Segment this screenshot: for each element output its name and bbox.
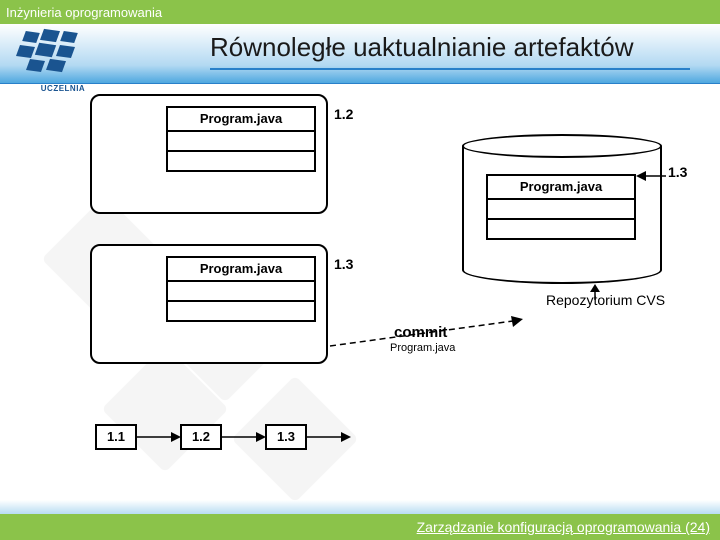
footer-text: Zarządzanie konfiguracją oprogramowania … [417, 519, 710, 535]
arrow-icon [588, 284, 602, 302]
card-adam: Program.java [90, 94, 328, 214]
timeline-2: 1.2 [180, 424, 222, 450]
title-area: Równoległe uaktualnianie artefaktów [0, 24, 720, 84]
arrow-icon [222, 430, 266, 444]
timeline-3: 1.3 [265, 424, 307, 450]
card-adam-filename: Program.java [168, 108, 314, 129]
commit-label: commit [394, 324, 447, 341]
logo-text: UCZELNIA [18, 84, 108, 93]
footer-gradient [0, 500, 720, 514]
card-kaziu-filename: Program.java [168, 258, 314, 279]
header-bar: Inżynieria oprogramowania [0, 0, 720, 24]
arrow-icon [636, 169, 668, 183]
card-adam-version: 1.2 [334, 106, 353, 122]
card-kaziu: Program.java [90, 244, 328, 364]
repo-card-filename: Program.java [488, 176, 634, 197]
logo: UCZELNIA [18, 30, 108, 120]
title-underline [210, 68, 690, 70]
card-kaziu-version: 1.3 [334, 256, 353, 272]
course-label: Inżynieria oprogramowania [6, 5, 162, 20]
diagram-content: Adam Program.java 1.2 Kaziu Program.java… [0, 84, 720, 504]
footer-bar: Zarządzanie konfiguracją oprogramowania … [0, 514, 720, 540]
repo-label: Repozytorium CVS [546, 292, 665, 308]
arrow-icon [137, 430, 181, 444]
slide-title: Równoległe uaktualnianie artefaktów [210, 32, 634, 63]
repo-card-version: 1.3 [668, 164, 687, 180]
commit-file: Program.java [390, 342, 455, 354]
repository-cylinder: Program.java [462, 134, 662, 284]
timeline-1: 1.1 [95, 424, 137, 450]
arrow-icon [307, 430, 351, 444]
